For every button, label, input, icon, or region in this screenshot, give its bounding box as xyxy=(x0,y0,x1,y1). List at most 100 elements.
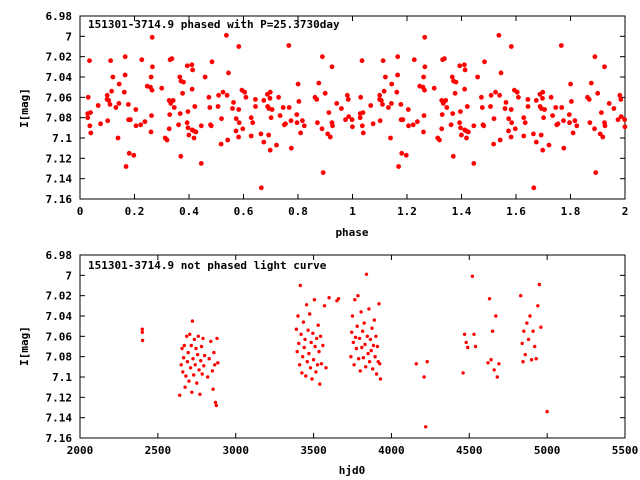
data-point xyxy=(435,135,441,141)
data-point xyxy=(88,130,94,136)
data-point xyxy=(329,64,335,70)
data-point xyxy=(462,62,467,68)
y-tick-label: 7.1 xyxy=(52,132,72,145)
data-point xyxy=(550,113,555,118)
data-point xyxy=(202,364,206,368)
data-point xyxy=(116,81,122,87)
data-point xyxy=(491,141,496,147)
data-point xyxy=(395,54,401,60)
x-tick-label: 4000 xyxy=(378,444,405,457)
data-point xyxy=(199,344,204,349)
data-point xyxy=(531,185,537,191)
data-point xyxy=(425,360,429,364)
data-point xyxy=(87,123,93,129)
data-point xyxy=(148,129,154,135)
data-point xyxy=(267,95,273,101)
data-point xyxy=(267,89,273,95)
data-point xyxy=(162,135,168,141)
data-point xyxy=(615,117,621,123)
x-tick-label: 0.4 xyxy=(179,205,199,218)
data-point xyxy=(514,89,520,95)
data-point xyxy=(167,57,173,63)
data-point xyxy=(398,102,404,107)
y-tick-label: 7 xyxy=(65,30,72,43)
data-point xyxy=(378,362,382,366)
data-point xyxy=(294,327,299,331)
data-point xyxy=(488,92,494,98)
x-tick-label: 3500 xyxy=(300,444,327,457)
data-point xyxy=(274,142,279,148)
data-point xyxy=(236,134,242,140)
data-point xyxy=(533,98,539,103)
data-point xyxy=(493,89,498,95)
data-point xyxy=(277,113,283,118)
data-point xyxy=(303,337,307,342)
data-point xyxy=(192,373,196,377)
data-point xyxy=(301,355,305,359)
data-point xyxy=(85,115,91,121)
data-point xyxy=(184,63,190,69)
data-point xyxy=(195,381,199,385)
data-point xyxy=(362,321,366,325)
data-point xyxy=(343,117,348,123)
unphased-light-curve-panel: 2000 2500 3000 3500 4000 4500 5000 5500 6.98 7 7.0… xyxy=(18,249,638,477)
data-point xyxy=(383,74,388,80)
data-point xyxy=(201,336,205,341)
y-tick-label: 7.02 xyxy=(46,51,73,64)
data-point xyxy=(261,98,267,103)
data-point xyxy=(421,129,426,135)
data-point xyxy=(190,67,196,73)
data-point xyxy=(357,115,363,121)
data-point xyxy=(360,130,366,136)
data-point xyxy=(541,115,546,121)
data-point xyxy=(298,283,302,288)
data-point xyxy=(206,94,212,100)
data-point xyxy=(574,123,580,129)
data-point xyxy=(375,344,380,349)
axis-ticks: 2000 2500 3000 3500 4000 4500 5000 5500 6.98 7 7.0… xyxy=(46,249,639,457)
data-point xyxy=(196,334,200,338)
data-point xyxy=(572,118,578,124)
data-point xyxy=(503,100,509,105)
data-point xyxy=(377,118,383,124)
x-tick-label: 5500 xyxy=(612,444,639,457)
data-point xyxy=(209,59,215,65)
data-point xyxy=(377,92,383,98)
data-point xyxy=(622,117,627,123)
data-point xyxy=(185,334,189,338)
data-point xyxy=(240,126,246,132)
data-point xyxy=(185,125,191,131)
data-point xyxy=(344,92,350,98)
data-point xyxy=(104,92,110,98)
data-point xyxy=(150,64,155,70)
data-point xyxy=(300,118,305,124)
data-point xyxy=(180,346,184,351)
data-point xyxy=(497,137,503,143)
data-point xyxy=(523,352,527,357)
data-point xyxy=(320,54,325,60)
data-point xyxy=(420,84,426,90)
x-tick-label: 1.4 xyxy=(452,205,472,218)
x-tick-label: 4500 xyxy=(456,444,483,457)
data-point xyxy=(296,314,300,318)
data-point xyxy=(444,105,450,110)
data-point xyxy=(149,34,155,40)
data-point xyxy=(374,334,378,338)
data-point xyxy=(372,318,376,322)
data-point xyxy=(322,304,327,308)
data-point xyxy=(526,337,531,342)
data-point xyxy=(595,90,601,96)
data-point xyxy=(353,298,357,302)
data-point xyxy=(219,116,224,122)
data-point xyxy=(230,106,235,111)
data-point xyxy=(516,94,521,100)
x-axis-label: phase xyxy=(335,226,368,239)
data-point xyxy=(297,341,301,346)
x-tick-label: 1.8 xyxy=(561,205,581,218)
data-point xyxy=(224,32,229,38)
data-point xyxy=(489,358,493,362)
data-point xyxy=(297,363,302,367)
data-point xyxy=(106,98,112,103)
data-point xyxy=(250,120,256,126)
